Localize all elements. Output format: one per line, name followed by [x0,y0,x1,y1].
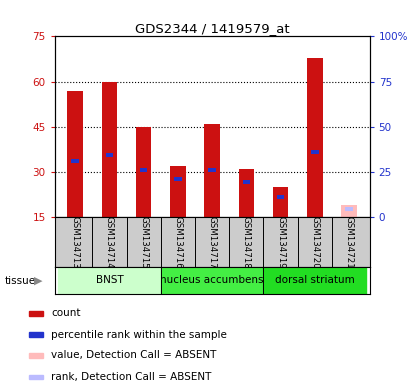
Bar [29,333,43,337]
Text: rank, Detection Call = ABSENT: rank, Detection Call = ABSENT [51,372,211,382]
Text: GSM134713: GSM134713 [71,215,80,268]
Bar [273,187,288,217]
Bar [263,267,366,294]
Bar [29,353,43,358]
Bar [71,159,79,163]
Bar [140,168,147,172]
Bar [105,153,113,157]
Bar [161,267,263,294]
Text: ▶: ▶ [34,276,43,286]
Bar [341,205,357,217]
Bar [205,124,220,217]
Text: GSM134717: GSM134717 [207,215,217,268]
Text: GSM134721: GSM134721 [344,215,354,268]
Bar [29,375,43,379]
Bar [170,166,186,217]
Bar [68,91,83,217]
Bar [345,207,353,211]
Text: nucleus accumbens: nucleus accumbens [160,275,264,285]
Bar [174,177,181,181]
Text: value, Detection Call = ABSENT: value, Detection Call = ABSENT [51,351,216,361]
Text: GSM134714: GSM134714 [105,215,114,268]
Bar [277,195,284,199]
Title: GDS2344 / 1419579_at: GDS2344 / 1419579_at [135,22,289,35]
Bar [239,169,254,217]
Text: GSM134720: GSM134720 [310,215,319,268]
Text: percentile rank within the sample: percentile rank within the sample [51,330,227,340]
Bar [58,267,161,294]
Bar [208,168,216,172]
Bar [243,180,250,184]
Text: BNST: BNST [95,275,123,285]
Bar [29,311,43,316]
Bar [136,127,151,217]
Text: GSM134718: GSM134718 [242,215,251,268]
Text: GSM134719: GSM134719 [276,215,285,268]
Bar [311,150,319,154]
Text: tissue: tissue [4,276,35,286]
Bar [102,82,117,217]
Text: GSM134716: GSM134716 [173,215,182,268]
Text: dorsal striatum: dorsal striatum [275,275,355,285]
Text: GSM134715: GSM134715 [139,215,148,268]
Bar [307,58,323,217]
Text: count: count [51,308,80,318]
